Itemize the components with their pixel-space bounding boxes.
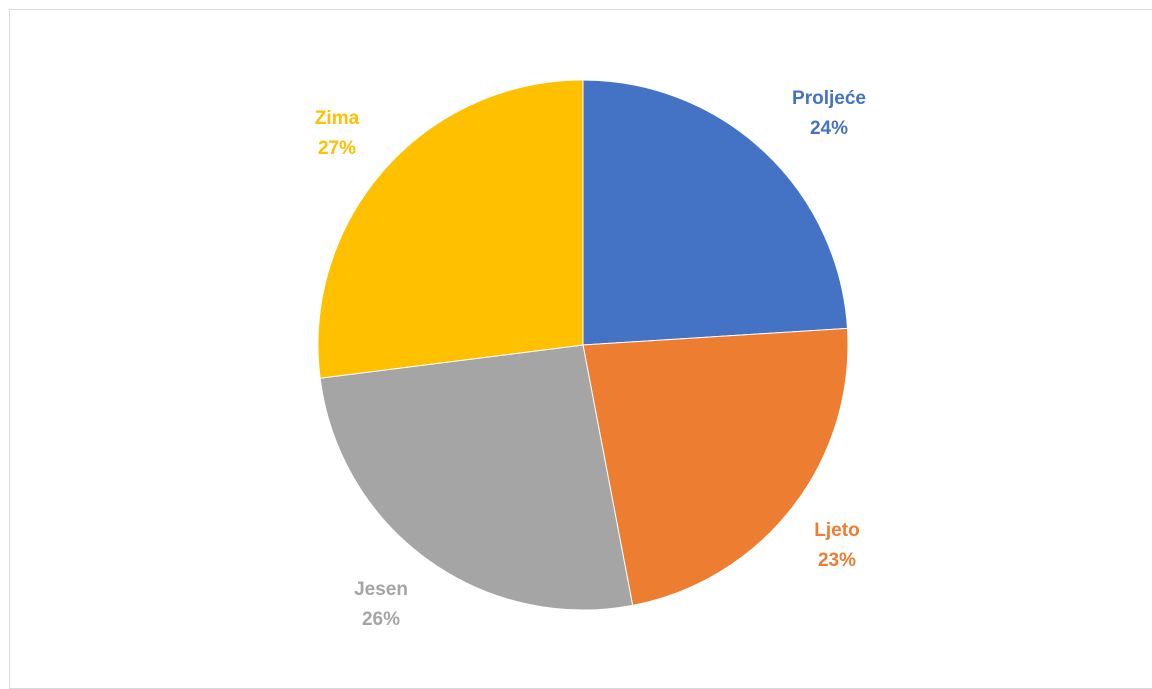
slice-category-label-3: Jesen (354, 579, 408, 600)
slice-value-label-4: 27% (318, 138, 356, 159)
pie-slices (317, 79, 849, 611)
pie-labels: Proljeće 24% Ljeto 23% Jesen 26% Zima 27% (315, 88, 866, 630)
slice-category-label-2: Ljeto (814, 520, 859, 541)
slice-category-label-4: Zima (315, 108, 360, 129)
slice-value-label-1: 24% (810, 118, 848, 139)
pie-slice-2 (582, 327, 849, 606)
slice-value-label-3: 26% (362, 609, 400, 630)
slice-value-label-2: 23% (818, 550, 856, 571)
pie-chart: Proljeće 24% Ljeto 23% Jesen 26% Zima 27% (315, 79, 866, 630)
pie-slice-1 (582, 79, 849, 346)
slice-category-label-1: Proljeće (792, 88, 866, 109)
pie-slice-4 (317, 79, 584, 379)
pie-slice-3 (319, 344, 634, 611)
